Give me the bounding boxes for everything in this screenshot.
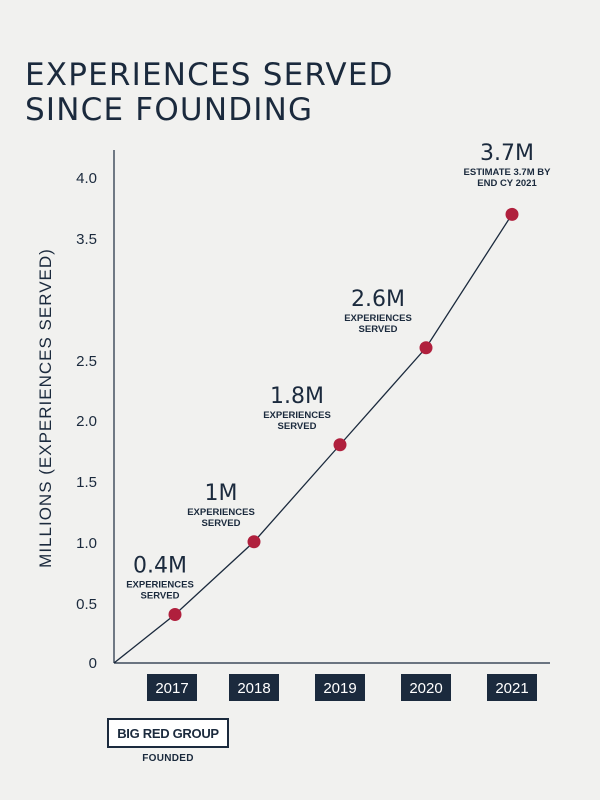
year-label: 2020 [409,680,442,697]
y-tick-label: 3.5 [76,231,97,248]
y-tick-label: 0.5 [76,596,97,613]
year-box [401,674,451,701]
chart-title-line-1: EXPERIENCES SERVED [25,57,394,93]
y-axis-label: MILLIONS (EXPERIENCES SERVED) [36,248,55,568]
data-point-2019 [333,438,347,452]
point-caption-label: EXPERIENCES [126,580,194,591]
chart-axes [113,150,550,664]
y-tick-label: 1.0 [76,535,97,552]
chart-title: EXPERIENCES SERVED SINCE FOUNDING [25,58,394,128]
point-value-label: 2.6M [351,287,405,312]
year-label: 2021 [495,680,528,697]
year-label: 2017 [155,680,188,697]
data-point-2017 [168,608,182,621]
point-value-label: 1M [205,481,238,506]
data-series [113,207,519,664]
year-tick-2020: 2020 [401,674,451,701]
year-label: 2018 [237,680,270,697]
year-tick-2018: 2018 [229,674,279,701]
year-tick-2019: 2019 [315,674,365,701]
data-point-2021 [505,207,519,221]
year-tick-2021: 2021 [487,674,537,701]
year-box [147,674,197,701]
year-label: 2019 [323,680,356,697]
y-tick-label: 2.5 [76,353,97,370]
year-tick-2017: 2017 [147,674,197,701]
chart-title-line-2: SINCE FOUNDING [25,92,314,128]
point-labels: 0.4MEXPERIENCESSERVED1MEXPERIENCESSERVED… [126,141,551,602]
point-caption-label: ESTIMATE 3.7M BY [464,167,552,178]
year-box [315,674,365,701]
year-box [229,674,279,701]
y-axis-ticks: 0 0.5 1.0 1.5 2.0 2.5 3.5 4.0 [76,170,97,672]
y-tick-label: 2.0 [76,413,97,430]
x-axis-categories: 2017 2018 2019 2020 2021 [147,674,537,701]
point-caption-label: EXPERIENCES [187,507,255,518]
point-caption-label: SERVED [141,591,180,602]
point-caption-label: SERVED [278,421,317,432]
point-caption-label: SERVED [359,324,398,335]
point-value-label: 3.7M [480,141,534,166]
y-tick-label: 1.5 [76,474,97,491]
point-caption-label: EXPERIENCES [344,313,412,324]
data-point-2018 [247,535,261,549]
point-caption-label: EXPERIENCES [263,410,331,421]
big-red-group-logo: BIG RED GROUP [107,718,229,748]
point-value-label: 0.4M [133,554,187,579]
y-tick-label: 4.0 [76,170,97,187]
year-box [487,674,537,701]
y-tick-label: 0 [89,655,97,672]
series-line [113,214,513,664]
line-chart: 0 0.5 1.0 1.5 2.0 2.5 3.5 4.0 MILLIONS (EXPERIE… [36,141,551,701]
point-caption-label: SERVED [202,518,241,529]
point-caption-label: END CY 2021 [477,178,537,189]
data-point-2020 [419,341,433,355]
founded-caption: FOUNDED [142,753,194,764]
point-value-label: 1.8M [270,384,324,409]
